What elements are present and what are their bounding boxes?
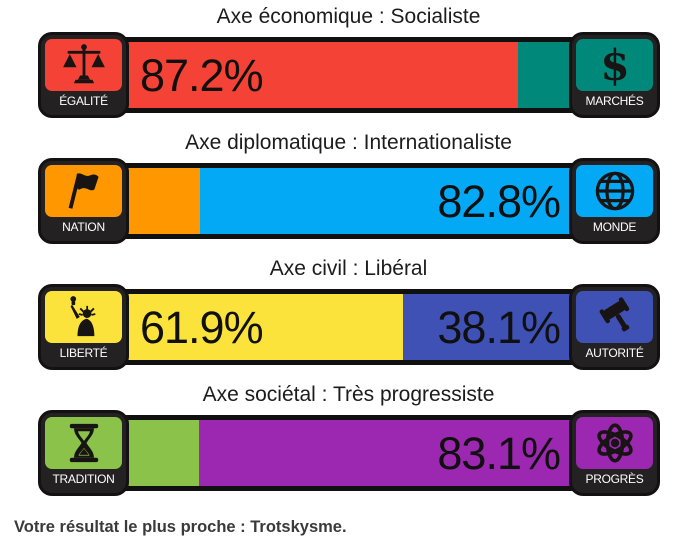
axis-civil-left-segment: 61.9% [122, 294, 404, 360]
axis-societal-bar: 83.1% [117, 415, 581, 491]
axis-economic-bar: 87.2% [117, 37, 581, 113]
axis-societal: Axe sociétal : Très progressiste TRADITI… [0, 383, 697, 496]
axis-civil-title: Axe civil : Libéral [269, 257, 428, 280]
axis-diplomatic-title: Axe diplomatique : Internationaliste [185, 131, 512, 154]
hourglass-icon [69, 423, 98, 463]
axis-diplomatic-bar-row: NATION 82.8% [38, 158, 660, 244]
axis-diplomatic-bar: 82.8% [117, 163, 581, 239]
endbox-tradition-label: TRADITION [52, 472, 115, 486]
axis-civil-right-percentage: 38.1% [437, 301, 561, 353]
endbox-liberte-label: LIBERTÉ [59, 346, 108, 360]
endbox-autorite-label: AUTORITÉ [585, 346, 644, 360]
axis-economic-title: Axe économique : Socialiste [216, 5, 481, 28]
endbox-progres: PROGRÈS [569, 410, 660, 496]
endbox-tradition-tile [45, 417, 122, 469]
axis-diplomatic-left-segment [122, 168, 201, 234]
liberty-icon [69, 296, 95, 337]
axis-societal-right-percentage: 83.1% [437, 427, 561, 479]
scales-icon [62, 44, 105, 84]
closest-result-text: Votre résultat le plus proche : Trotskys… [14, 518, 347, 536]
globe-icon [595, 171, 634, 211]
axis-diplomatic-right-segment: 82.8% [200, 168, 576, 234]
endbox-egalite-tile [45, 39, 122, 91]
flag-icon [68, 173, 99, 209]
axis-economic-right-segment [517, 42, 576, 108]
endbox-autorite: AUTORITÉ [569, 284, 660, 370]
endbox-tradition: TRADITION [38, 410, 129, 496]
axis-civil: Axe civil : Libéral [0, 257, 697, 370]
dollar-icon: $ [600, 42, 629, 88]
axis-economic: Axe économique : Socialiste [0, 5, 697, 118]
axis-societal-left-segment [122, 420, 199, 486]
axis-diplomatic: Axe diplomatique : Internationaliste NAT… [0, 131, 697, 244]
endbox-liberte-tile [45, 291, 122, 343]
endbox-progres-tile [576, 417, 653, 469]
atom-icon [596, 423, 633, 463]
endbox-nation: NATION [38, 158, 129, 244]
axis-civil-bar: 61.9% 38.1% [117, 289, 581, 365]
endbox-monde-label: MONDE [592, 220, 637, 234]
axis-civil-bar-row: LIBERTÉ 61.9% 38.1% [38, 284, 660, 370]
endbox-marches-label: MARCHÉS [585, 94, 644, 108]
axis-societal-title: Axe sociétal : Très progressiste [202, 383, 495, 406]
endbox-monde-tile [576, 165, 653, 217]
axis-economic-left-segment: 87.2% [122, 42, 518, 108]
endbox-egalite-label: ÉGALITÉ [59, 94, 108, 108]
endbox-progres-label: PROGRÈS [585, 472, 644, 486]
endbox-nation-tile [45, 165, 122, 217]
axis-economic-left-percentage: 87.2% [140, 49, 264, 101]
axis-civil-right-segment: 38.1% [403, 294, 576, 360]
gavel-icon [599, 297, 629, 332]
endbox-marches-tile: $ [576, 39, 653, 91]
axis-societal-bar-row: TRADITION 83.1% [38, 410, 660, 496]
endbox-marches: $ MARCHÉS [569, 32, 660, 118]
svg-text:$: $ [600, 42, 629, 88]
axis-economic-bar-row: ÉGALITÉ 87.2% $ MARCHÉS [38, 32, 660, 118]
axis-diplomatic-right-percentage: 82.8% [437, 175, 561, 227]
axis-civil-left-percentage: 61.9% [140, 301, 264, 353]
endbox-autorite-tile [576, 291, 653, 343]
endbox-egalite: ÉGALITÉ [38, 32, 129, 118]
endbox-monde: MONDE [569, 158, 660, 244]
axis-societal-right-segment: 83.1% [198, 420, 576, 486]
endbox-nation-label: NATION [62, 220, 105, 234]
endbox-liberte: LIBERTÉ [38, 284, 129, 370]
